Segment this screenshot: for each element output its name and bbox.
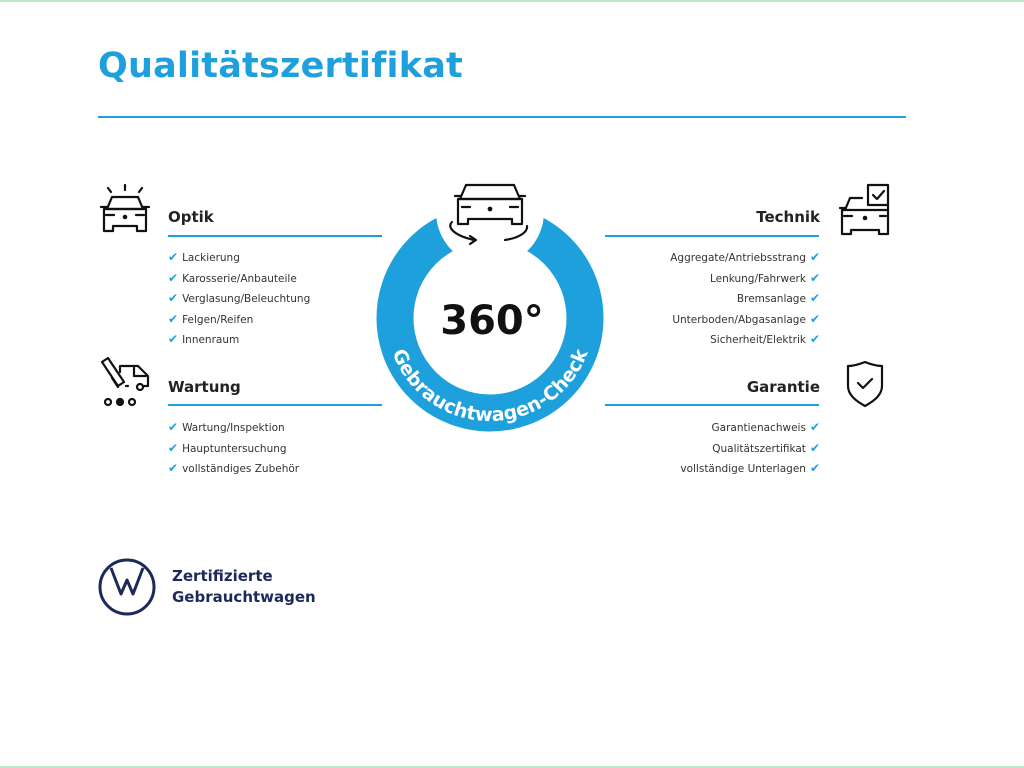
shield-check-icon <box>846 360 884 408</box>
item-label: vollständiges Zubehör <box>182 463 300 476</box>
list-item: ✔ Lackierung <box>168 247 310 268</box>
item-label: Karosserie/Anbauteile <box>182 272 297 285</box>
list-item: ✔ Verglasung/Beleuchtung <box>168 288 310 309</box>
vw-logo <box>98 558 156 616</box>
check-icon: ✔ <box>809 250 820 264</box>
list-wartung: ✔ Wartung/Inspektion ✔ Hauptuntersuchung ✔… <box>168 417 299 479</box>
check-icon: ✔ <box>809 420 820 434</box>
list-item: vollständige Unterlagen ✔ <box>680 458 820 479</box>
list-item: Sicherheit/Elektrik ✔ <box>670 329 820 350</box>
list-garantie: Garantienachweis ✔ Qualitätszertifikat ✔ v… <box>680 417 820 479</box>
list-item: Aggregate/Antriebsstrang ✔ <box>670 247 820 268</box>
list-item: ✔ Felgen/Reifen <box>168 309 310 330</box>
list-item: ✔ Hauptuntersuchung <box>168 438 299 459</box>
item-label: Aggregate/Antriebsstrang <box>670 252 806 264</box>
360-check-badge: 360° Gebrauchtwagen-Check <box>376 170 604 432</box>
item-label: Unterboden/Abgasanlage <box>672 313 806 326</box>
list-item: ✔ Innenraum <box>168 329 310 350</box>
item-label: Lackierung <box>182 252 240 264</box>
section-divider-technik <box>605 235 819 237</box>
item-label: Sicherheit/Elektrik <box>710 334 806 347</box>
section-heading-technik: Technik <box>756 208 820 226</box>
check-icon: ✔ <box>168 461 179 476</box>
section-divider-optik <box>168 235 382 237</box>
item-label: Innenraum <box>182 334 240 347</box>
item-label: Hauptuntersuchung <box>182 442 287 455</box>
check-icon: ✔ <box>809 270 820 285</box>
list-optik: ✔ Lackierung ✔ Karosserie/Anbauteile ✔ Verg… <box>168 247 310 350</box>
check-icon: ✔ <box>809 332 820 347</box>
check-icon: ✔ <box>809 440 820 455</box>
check-icon: ✔ <box>168 270 179 285</box>
list-item: Unterboden/Abgasanlage ✔ <box>670 309 820 330</box>
check-icon: ✔ <box>168 440 179 455</box>
item-label: Verglasung/Beleuchtung <box>182 293 311 306</box>
list-technik: Aggregate/Antriebsstrang ✔ Lenkung/Fahrwe… <box>670 247 820 350</box>
title-divider <box>98 116 906 118</box>
check-icon: ✔ <box>168 291 179 306</box>
page-title: Qualitätszertifikat <box>98 46 463 86</box>
list-item: ✔ Karosserie/Anbauteile <box>168 268 310 289</box>
check-icon: ✔ <box>809 311 820 326</box>
item-label: Lenkung/Fahrwerk <box>709 272 806 285</box>
list-item: Qualitätszertifikat ✔ <box>680 438 820 459</box>
item-label: Wartung/Inspektion <box>182 422 285 434</box>
brand-line-2: Gebrauchtwagen <box>172 588 316 606</box>
check-icon: ✔ <box>168 420 179 434</box>
check-icon: ✔ <box>809 291 820 306</box>
list-item: Garantienachweis ✔ <box>680 417 821 438</box>
section-heading-optik: Optik <box>168 208 214 226</box>
item-label: Qualitätszertifikat <box>712 442 806 455</box>
list-item: Lenkung/Fahrwerk ✔ <box>670 268 820 289</box>
brand-text: Zertifizierte Gebrauchtwagen <box>172 566 316 608</box>
car-checklist-icon <box>838 183 890 236</box>
section-divider-garantie <box>605 404 819 406</box>
check-icon: ✔ <box>168 250 179 264</box>
car-lights-icon <box>99 183 151 233</box>
brand-line-1: Zertifizierte <box>172 567 273 585</box>
item-label: vollständige Unterlagen <box>680 463 806 476</box>
maintenance-van-icon <box>100 356 150 407</box>
item-label: Bremsanlage <box>736 293 806 306</box>
list-item: ✔ vollständiges Zubehör <box>168 458 299 479</box>
check-icon: ✔ <box>168 332 179 347</box>
section-heading-garantie: Garantie <box>746 378 820 396</box>
section-heading-wartung: Wartung <box>168 378 241 396</box>
badge-value: 360° <box>440 298 544 344</box>
list-item: ✔ Wartung/Inspektion <box>168 417 299 438</box>
list-item: Bremsanlage ✔ <box>670 288 820 309</box>
item-label: Felgen/Reifen <box>182 313 254 326</box>
check-icon: ✔ <box>809 461 820 476</box>
check-icon: ✔ <box>168 311 179 326</box>
car-rotate-icon <box>449 183 529 246</box>
item-label: Garantienachweis <box>711 422 806 434</box>
section-divider-wartung <box>168 404 382 406</box>
